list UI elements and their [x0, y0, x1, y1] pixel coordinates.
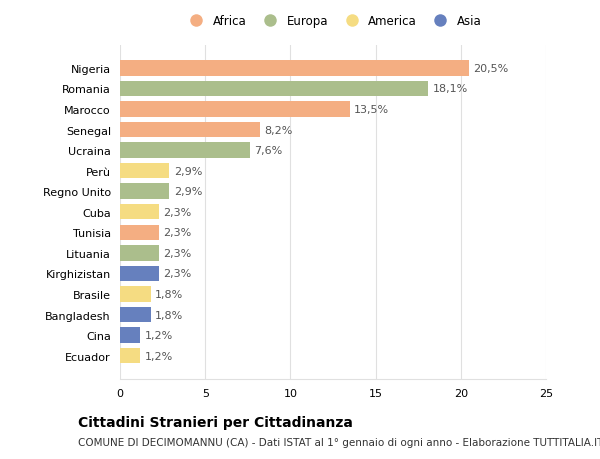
- Bar: [120, 286, 151, 302]
- Text: 1,2%: 1,2%: [145, 330, 173, 340]
- Bar: [120, 348, 140, 364]
- Bar: [120, 82, 428, 97]
- Bar: [120, 102, 350, 118]
- Text: 7,6%: 7,6%: [254, 146, 282, 156]
- Text: 2,9%: 2,9%: [173, 166, 202, 176]
- Text: 13,5%: 13,5%: [354, 105, 389, 115]
- Bar: [120, 246, 159, 261]
- Text: 2,3%: 2,3%: [163, 269, 192, 279]
- Bar: [120, 225, 159, 241]
- Legend: Africa, Europa, America, Asia: Africa, Europa, America, Asia: [184, 15, 482, 28]
- Text: 1,2%: 1,2%: [145, 351, 173, 361]
- Bar: [120, 143, 250, 158]
- Bar: [120, 266, 159, 281]
- Bar: [120, 307, 151, 323]
- Text: 8,2%: 8,2%: [264, 125, 292, 135]
- Bar: [120, 184, 169, 200]
- Bar: [120, 61, 469, 76]
- Text: 2,3%: 2,3%: [163, 207, 192, 217]
- Bar: [120, 163, 169, 179]
- Text: 1,8%: 1,8%: [155, 310, 183, 320]
- Text: 20,5%: 20,5%: [473, 64, 509, 74]
- Bar: [120, 328, 140, 343]
- Text: Cittadini Stranieri per Cittadinanza: Cittadini Stranieri per Cittadinanza: [78, 415, 353, 429]
- Text: 1,8%: 1,8%: [155, 289, 183, 299]
- Text: 2,9%: 2,9%: [173, 187, 202, 197]
- Text: COMUNE DI DECIMOMANNU (CA) - Dati ISTAT al 1° gennaio di ogni anno - Elaborazion: COMUNE DI DECIMOMANNU (CA) - Dati ISTAT …: [78, 437, 600, 447]
- Text: 18,1%: 18,1%: [433, 84, 468, 94]
- Text: 2,3%: 2,3%: [163, 228, 192, 238]
- Bar: [120, 123, 260, 138]
- Bar: [120, 205, 159, 220]
- Text: 2,3%: 2,3%: [163, 248, 192, 258]
